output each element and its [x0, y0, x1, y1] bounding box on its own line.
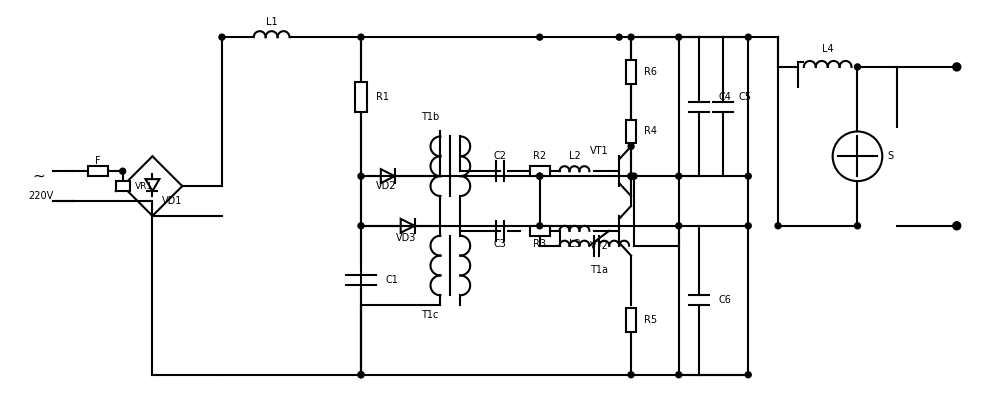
Circle shape [745, 34, 751, 40]
Circle shape [616, 34, 622, 40]
Circle shape [537, 223, 543, 229]
Bar [626, 60, 636, 84]
Circle shape [628, 372, 634, 378]
Text: R6: R6 [644, 67, 657, 77]
Text: C1: C1 [386, 275, 399, 286]
Text: C6: C6 [718, 295, 731, 305]
Circle shape [219, 34, 225, 40]
Text: S: S [887, 151, 893, 161]
Circle shape [676, 173, 682, 179]
Circle shape [120, 168, 126, 174]
Circle shape [628, 34, 634, 40]
Circle shape [358, 34, 364, 40]
Circle shape [676, 34, 682, 40]
Text: L4: L4 [822, 44, 833, 54]
Circle shape [537, 173, 543, 179]
Bar [626, 120, 636, 143]
Text: VR1: VR1 [135, 182, 153, 190]
Text: ~: ~ [32, 169, 45, 184]
Bar [626, 308, 636, 332]
Circle shape [745, 372, 751, 378]
Circle shape [537, 173, 543, 179]
Bar [116, 181, 130, 191]
Text: T1c: T1c [421, 310, 438, 320]
Circle shape [628, 173, 634, 179]
Text: C5: C5 [738, 92, 751, 102]
Text: F: F [95, 156, 101, 166]
Text: L1: L1 [266, 17, 277, 27]
Circle shape [676, 372, 682, 378]
Circle shape [676, 223, 682, 229]
Text: R2: R2 [533, 151, 546, 161]
Text: VD3: VD3 [395, 233, 416, 243]
Circle shape [358, 173, 364, 179]
Text: L3: L3 [569, 239, 580, 249]
Text: R3: R3 [533, 239, 546, 249]
Bar [355, 82, 367, 112]
Circle shape [745, 173, 751, 179]
Text: C4: C4 [718, 92, 731, 102]
Circle shape [628, 143, 634, 149]
Circle shape [854, 64, 860, 70]
Circle shape [745, 223, 751, 229]
Bar [530, 166, 550, 176]
Circle shape [631, 173, 637, 179]
Circle shape [854, 223, 860, 229]
Circle shape [358, 372, 364, 378]
Circle shape [953, 222, 961, 230]
Bar [88, 166, 108, 176]
Circle shape [358, 223, 364, 229]
Text: C2: C2 [494, 151, 507, 161]
Text: C3: C3 [494, 239, 506, 249]
Circle shape [628, 173, 634, 179]
Text: L2: L2 [569, 151, 580, 161]
Circle shape [628, 173, 634, 179]
Text: VT1: VT1 [590, 147, 609, 156]
Text: VD1: VD1 [162, 196, 183, 206]
Circle shape [537, 34, 543, 40]
Text: R1: R1 [376, 92, 389, 102]
Circle shape [953, 63, 961, 71]
Circle shape [358, 372, 364, 378]
Circle shape [775, 223, 781, 229]
Text: T1b: T1b [421, 112, 439, 122]
Text: 220V: 220V [28, 191, 54, 201]
Text: R5: R5 [644, 315, 657, 325]
Text: R4: R4 [644, 126, 657, 137]
Text: VD2: VD2 [376, 181, 396, 191]
Bar [530, 226, 550, 236]
Text: T1a: T1a [590, 265, 608, 276]
Text: VT2: VT2 [590, 241, 609, 251]
